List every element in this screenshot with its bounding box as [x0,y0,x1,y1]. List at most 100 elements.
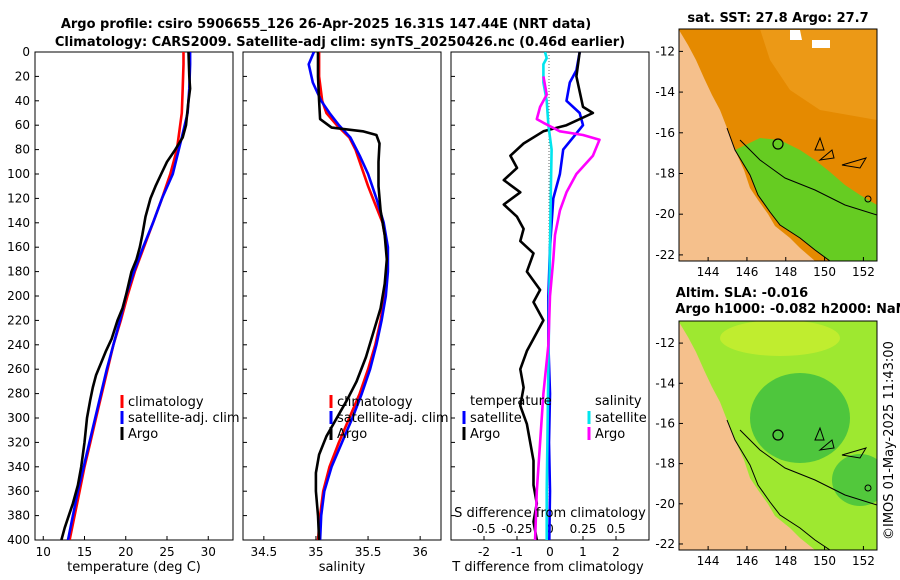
x-tick-label: 15 [77,545,92,559]
salinity-axes-frame [242,51,442,541]
t-difference-x-label: T difference from climatology [451,560,644,575]
legend-label-satellite: satellite-adj. clim [128,411,240,426]
lon-tick-label: 144 [697,554,720,568]
depth-tick-label: 380 [7,509,30,523]
depth-tick-label: 340 [7,460,30,474]
series-line-argo [314,52,389,540]
sst-map-panel: sat. SST: 27.8 Argo: 27.7 -12 -14 -16 -18 -2… [655,11,878,279]
salinity-x-label: salinity [319,560,366,575]
sla-reefs [814,426,868,459]
difference-panel: -2 -1 0 1 2 -0.5 -0.25 0 0.25 0.5 temperature sa… [450,51,650,575]
lat-tick-label: -18 [655,166,675,180]
legend-label-t-argo: Argo [470,427,500,442]
x-tick-label: 0 [546,545,554,559]
sst-reefs [814,136,868,169]
sla-island [864,484,872,492]
sla-map-title: Altim. SLA: -0.016 [676,286,808,301]
depth-tick-label: 240 [7,338,30,352]
sla-eddy [832,454,877,506]
legend-title-salinity: salinity [595,394,642,409]
depth-tick-label: 180 [7,265,30,279]
sla-depth-contour [739,429,877,506]
legend-label-satellite: satellite-adj. clim [337,411,449,426]
lon-tick-label: 150 [813,265,836,279]
legend-label-climatology: climatology [128,395,204,410]
depth-tick-label: 0 [22,45,30,59]
sst-depth-contour [739,139,877,216]
temperature-x-label: temperature (deg C) [67,560,201,575]
x-tick-label: -2 [478,545,490,559]
sst-ocean-cool-coastal [735,138,877,261]
depth-tick-label: 260 [7,362,30,376]
lat-tick-label: -22 [655,537,675,551]
depth-axis: 0 20 40 60 80 100 120 140 160 180 200 220 240 260 280 3… [7,45,39,547]
lon-tick-label: 152 [852,554,875,568]
series-line-s-argo [533,76,601,540]
x-tick-label: 25 [159,545,174,559]
sla-low-anomaly [750,373,850,463]
sla-longitude-axis: 144 146 148 150 152 [697,546,875,568]
s-tick-label: -0.5 [472,522,495,536]
series-line-satellite-adj-clim [307,52,390,540]
lat-tick-label: -12 [655,336,675,350]
sst-ocean-warmer-patch [679,29,877,120]
series-line-s-satellite [542,52,553,540]
x-tick-label: 36 [413,545,428,559]
salinity-series [307,52,390,540]
s-tick-label: -0.25 [501,522,532,536]
salinity-y-ticks [243,51,247,541]
salinity-panel: 34.5 35 35.5 36 climatology satellite-adj. … [242,51,449,575]
lat-tick-label: -12 [655,44,675,58]
x-tick-label: 35 [308,545,323,559]
depth-tick-label: 220 [7,313,30,327]
temperature-legend: climatology satellite-adj. clim Argo [120,395,240,442]
depth-tick-label: 200 [7,289,30,303]
sla-map-field [679,321,877,550]
difference-series [502,52,601,540]
temperature-x-axis: 10 15 20 25 30 [36,536,216,559]
depth-tick-label: 100 [7,167,30,181]
imos-credit: ©IMOS 01-May-2025 11:43:00 [882,341,897,540]
lat-tick-label: -20 [655,207,675,221]
sst-map-frame [678,28,878,262]
legend-label-argo: Argo [337,427,367,442]
lat-tick-label: -22 [655,248,675,262]
depth-tick-label: 20 [15,69,30,83]
depth-tick-label: 140 [7,216,30,230]
legend-label-argo: Argo [128,427,158,442]
lon-tick-label: 144 [697,265,720,279]
sla-latitude-axis: -12 -14 -16 -18 -20 -22 [655,336,683,551]
difference-y-ticks [451,51,455,541]
lon-tick-label: 152 [852,265,875,279]
legend-title-temperature: temperature [470,394,552,409]
figure-title-line2: Climatology: CARS2009. Satellite-adj cli… [55,35,625,50]
sla-map-panel: Altim. SLA: -0.016 Argo h1000: -0.082 h2… [655,286,900,568]
x-tick-label: 1 [579,545,587,559]
argo-position-marker [772,429,784,441]
depth-tick-label: 60 [15,118,30,132]
series-line-t-satellite [547,52,585,540]
lon-tick-label: 146 [735,265,758,279]
sst-island [864,195,872,203]
legend-label-s-satellite: satellite [595,411,647,426]
s-difference-x-label: S difference from climatology [454,506,646,521]
lon-tick-label: 148 [774,554,797,568]
legend-label-climatology: climatology [337,395,413,410]
lat-tick-label: -18 [655,457,675,471]
temperature-series [60,52,192,540]
sst-latitude-axis: -12 -14 -16 -18 -20 -22 [655,44,683,262]
lon-tick-label: 150 [813,554,836,568]
figure-title-line1: Argo profile: csiro 5906655_126 26-Apr-2… [61,17,591,32]
lon-tick-label: 146 [735,554,758,568]
legend-label-t-satellite: satellite [470,411,522,426]
depth-tick-label: 360 [7,484,30,498]
lat-tick-label: -20 [655,497,675,511]
sst-map-title: sat. SST: 27.8 Argo: 27.7 [687,11,868,26]
series-line-t-argo [502,52,595,540]
temperature-axes-frame [34,51,234,541]
x-tick-label: -1 [511,545,523,559]
lat-tick-label: -14 [655,376,675,390]
x-tick-label: 34.5 [250,545,277,559]
depth-tick-label: 80 [15,143,30,157]
